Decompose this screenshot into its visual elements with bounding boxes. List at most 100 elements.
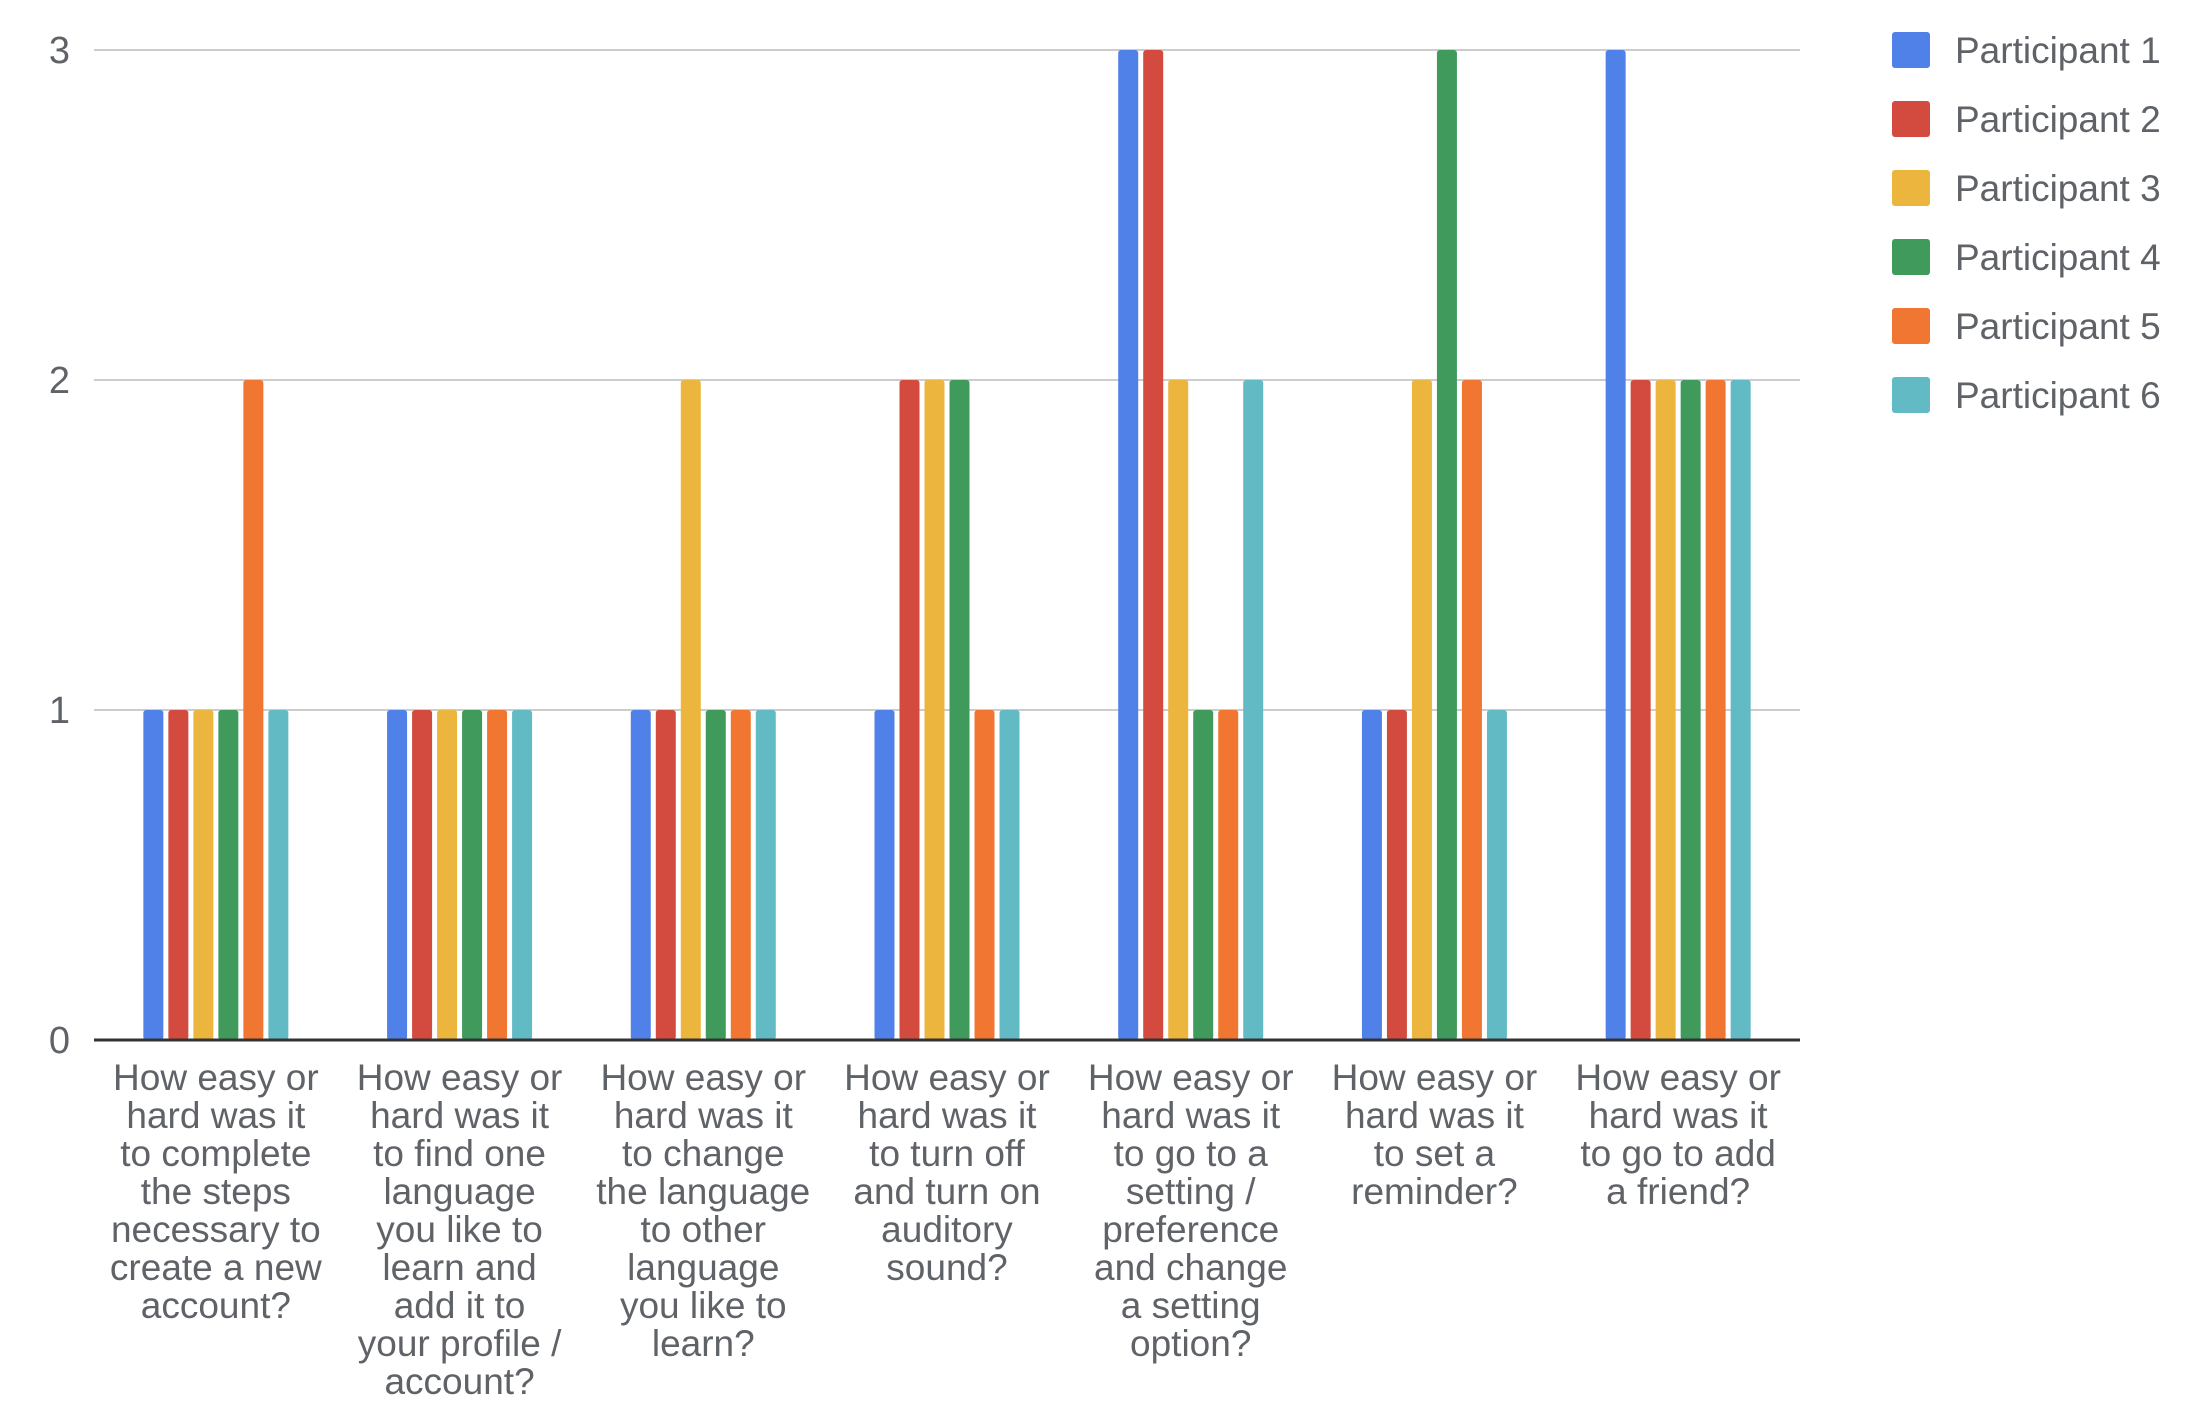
x-category-label-line: option? <box>1130 1323 1251 1364</box>
x-category-label-line: to set a <box>1374 1133 1496 1174</box>
bar <box>143 710 164 1040</box>
bar <box>387 710 408 1040</box>
bar <box>168 710 189 1040</box>
legend-item: Participant 3 <box>1892 168 2161 209</box>
x-category-label: How easy or hard was it to go to a setting … <box>1088 1057 1294 1364</box>
x-category-label-line: you like to <box>376 1209 543 1250</box>
bar <box>1168 380 1189 1040</box>
x-category-label: How easy or hard was it to turn off and tur… <box>844 1057 1050 1288</box>
bar <box>1193 710 1214 1040</box>
x-category-label-line: hard was it <box>370 1095 550 1136</box>
bar <box>437 710 458 1040</box>
x-category-label-line: to turn off <box>869 1133 1025 1174</box>
bar <box>1680 380 1701 1040</box>
y-tick-label: 1 <box>49 690 70 732</box>
x-category-label-line: How easy or <box>113 1057 319 1098</box>
bar <box>874 710 895 1040</box>
bar <box>1361 710 1382 1040</box>
bar <box>1486 710 1507 1040</box>
bar <box>655 710 676 1040</box>
bar <box>730 710 751 1040</box>
x-category-label-line: hard was it <box>858 1095 1038 1136</box>
bar <box>243 380 264 1040</box>
x-category-label-line: add it to <box>394 1285 526 1326</box>
legend-item: Participant 2 <box>1892 99 2161 140</box>
x-category-label-line: to change <box>622 1133 785 1174</box>
x-category-label-line: preference <box>1102 1209 1279 1250</box>
legend-label: Participant 1 <box>1955 30 2161 71</box>
x-category-label-line: hard was it <box>1589 1095 1769 1136</box>
x-category-label-line: reminder? <box>1351 1171 1518 1212</box>
x-category-label-line: you like to <box>620 1285 787 1326</box>
x-category-label-line: hard was it <box>614 1095 794 1136</box>
bar <box>1436 50 1457 1040</box>
bar-layer <box>143 50 1751 1040</box>
x-category-label-line: your profile / <box>358 1323 562 1364</box>
x-category-label-line: language <box>383 1171 535 1212</box>
bar <box>1411 380 1432 1040</box>
legend-label: Participant 3 <box>1955 168 2161 209</box>
legend-swatch <box>1892 170 1930 206</box>
x-category-label-line: and change <box>1094 1247 1287 1288</box>
x-category-label-line: learn? <box>652 1323 755 1364</box>
legend-item: Participant 1 <box>1892 30 2161 71</box>
bar <box>512 710 533 1040</box>
bar <box>193 710 214 1040</box>
x-category-label-line: to go to a <box>1114 1133 1269 1174</box>
x-category-label-line: a friend? <box>1606 1171 1750 1212</box>
bar <box>755 710 776 1040</box>
x-category-label-line: and turn on <box>853 1171 1040 1212</box>
legend-swatch <box>1892 32 1930 68</box>
bar <box>680 380 701 1040</box>
legend: Participant 1 Participant 2 Participant 3 P… <box>1892 30 2161 416</box>
legend-item: Participant 5 <box>1892 306 2161 347</box>
x-category-label: How easy or hard was it to complete the ste… <box>110 1057 322 1326</box>
bar <box>1243 380 1264 1040</box>
bar <box>899 380 920 1040</box>
y-tick-label: 2 <box>49 360 70 402</box>
x-category-label-line: hard was it <box>1101 1095 1281 1136</box>
x-category-label-line: sound? <box>886 1247 1007 1288</box>
x-category-label-line: How easy or <box>600 1057 806 1098</box>
bar <box>487 710 508 1040</box>
legend-swatch <box>1892 377 1930 413</box>
x-category-label: How easy or hard was it to find one languag… <box>357 1057 563 1402</box>
x-category-label-line: to complete <box>120 1133 311 1174</box>
bar <box>412 710 433 1040</box>
x-category-label-line: How easy or <box>357 1057 563 1098</box>
x-category-label-line: the language <box>596 1171 810 1212</box>
x-category-label-line: How easy or <box>1332 1057 1538 1098</box>
bar <box>218 710 239 1040</box>
bar <box>999 710 1020 1040</box>
x-category-label-line: auditory <box>881 1209 1013 1250</box>
x-category-label: How easy or hard was it to go to add a frie… <box>1575 1057 1781 1212</box>
x-category-label-line: necessary to <box>111 1209 321 1250</box>
bar <box>949 380 970 1040</box>
x-category-label-line: How easy or <box>1575 1057 1781 1098</box>
bar <box>1118 50 1139 1040</box>
bar <box>1705 380 1726 1040</box>
y-tick-label: 3 <box>49 30 70 72</box>
x-category-label-line: to go to add <box>1580 1133 1775 1174</box>
bar <box>1218 710 1239 1040</box>
x-category-label-line: to other <box>641 1209 766 1250</box>
bar <box>462 710 483 1040</box>
legend-label: Participant 2 <box>1955 99 2161 140</box>
bar <box>705 710 726 1040</box>
x-category-label-line: account? <box>384 1361 534 1402</box>
legend-label: Participant 5 <box>1955 306 2161 347</box>
legend-label: Participant 6 <box>1955 375 2161 416</box>
x-category-label: How easy or hard was it to change the langu… <box>596 1057 810 1364</box>
x-category-label-line: the steps <box>141 1171 291 1212</box>
bar <box>1461 380 1482 1040</box>
bar <box>1386 710 1407 1040</box>
axis-layer: 0 1 2 3 <box>49 30 1800 1062</box>
x-category-label-line: account? <box>141 1285 291 1326</box>
x-category-label-line: hard was it <box>1345 1095 1525 1136</box>
legend-label: Participant 4 <box>1955 237 2161 278</box>
x-category-label-line: learn and <box>382 1247 536 1288</box>
x-category-label: How easy or hard was it to set a reminder? <box>1332 1057 1538 1212</box>
legend-swatch <box>1892 239 1930 275</box>
legend-swatch <box>1892 101 1930 137</box>
